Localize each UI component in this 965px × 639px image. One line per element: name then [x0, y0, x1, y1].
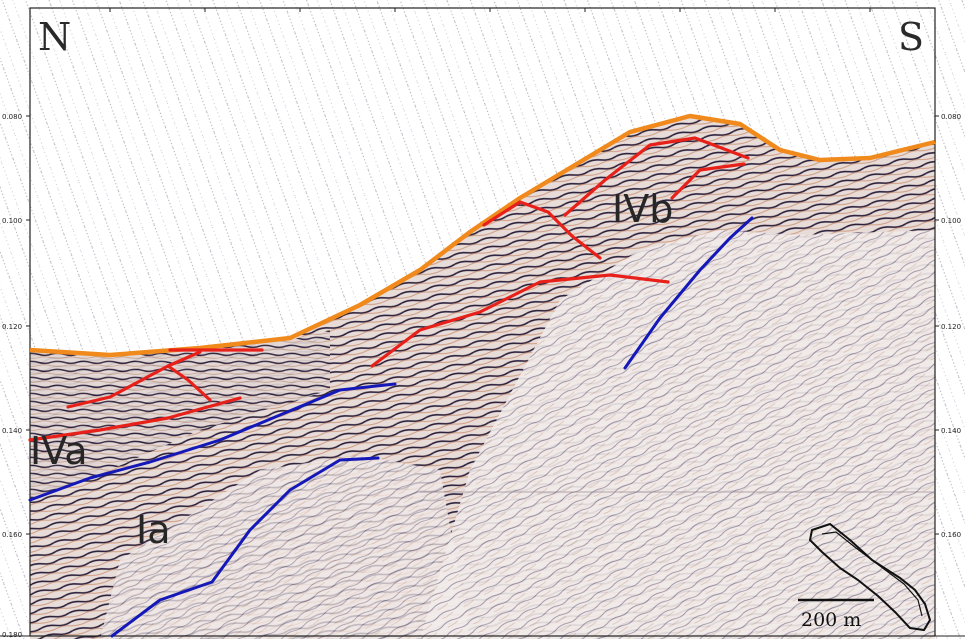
left-tick-label: 0.120 — [2, 323, 22, 331]
red-reflector-7 — [563, 136, 750, 217]
top-axis-ticks — [109, 8, 871, 12]
red-reflector-6 — [482, 200, 602, 260]
right-tick-label: 0.080 — [941, 113, 961, 121]
location-inset-outline — [808, 522, 932, 632]
red-reflector-2 — [66, 350, 202, 409]
direction-north: N — [38, 15, 71, 59]
scale-bar-label: 200 m — [801, 609, 861, 631]
unit-label-IVb: IVb — [612, 187, 673, 231]
direction-south: S — [898, 15, 924, 59]
left-tick-label: 0.140 — [2, 427, 22, 435]
left-tick-label: 0.080 — [2, 113, 22, 121]
right-tick-label: 0.100 — [941, 217, 961, 225]
location-inset-inner — [821, 531, 923, 617]
left-tick-label: 0.100 — [2, 217, 22, 225]
right-tick-label: 0.160 — [941, 531, 961, 539]
red-reflector-8 — [670, 162, 746, 200]
red-reflector-3 — [28, 396, 242, 442]
blue-reflector-2 — [110, 456, 380, 638]
right-tick-label: 0.140 — [941, 427, 961, 435]
right-axis: 0.080 0.100 0.120 0.140 0.160 — [935, 113, 961, 539]
red-reflectors — [28, 136, 750, 442]
blue-reflector-3 — [623, 216, 754, 370]
blue-reflectors — [28, 216, 754, 638]
right-tick-label: 0.120 — [941, 323, 961, 331]
faint-deep-zone — [420, 230, 935, 639]
left-axis: 0.080 0.100 0.120 0.140 0.160 0.180 — [2, 113, 30, 639]
left-tick-label: 0.180 — [2, 631, 22, 639]
red-reflector-4 — [166, 364, 212, 402]
faint-lower-zone — [100, 455, 470, 639]
red-reflector-5 — [370, 273, 670, 368]
seafloor-reflector — [29, 113, 936, 358]
unit-label-IVa: IVa — [30, 429, 88, 473]
left-tick-label: 0.160 — [2, 531, 22, 539]
blue-reflector-1 — [28, 382, 397, 502]
unit-label-Ia: Ia — [136, 508, 171, 552]
